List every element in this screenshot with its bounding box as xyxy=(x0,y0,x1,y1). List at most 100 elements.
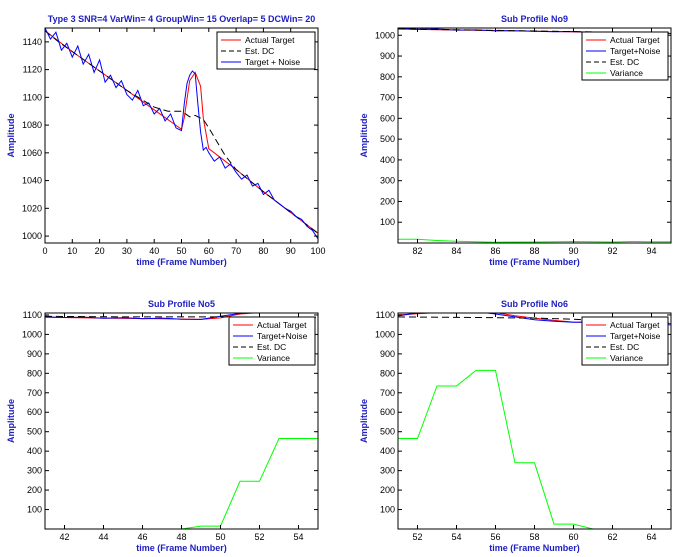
subplot-2: 82 84 86 88 90 92 94 100 200 300 400 500 600 700 800 90… xyxy=(359,14,672,267)
y-tick-label: 900 xyxy=(27,349,42,359)
x-tick-label: 84 xyxy=(451,246,461,256)
y-axis-label: Amplitude xyxy=(6,114,16,158)
x-tick-label: 58 xyxy=(529,532,539,542)
series-line-actual-target xyxy=(45,313,262,320)
y-tick-label: 900 xyxy=(380,349,395,359)
x-axis-label: time (Frame Number) xyxy=(136,257,227,267)
x-tick-label: 60 xyxy=(568,532,578,542)
y-tick-label: 200 xyxy=(380,485,395,495)
x-tick-label: 10 xyxy=(67,246,77,256)
x-tick-label: 88 xyxy=(529,246,539,256)
x-tick-label: 40 xyxy=(149,246,159,256)
x-tick-label: 52 xyxy=(412,532,422,542)
y-tick-label: 300 xyxy=(380,176,395,186)
chart-title: Sub Profile No5 xyxy=(148,299,215,309)
x-tick-label: 44 xyxy=(98,532,108,542)
legend-label: Actual Target xyxy=(245,35,295,45)
y-tick-label: 200 xyxy=(380,196,395,206)
x-tick-label: 56 xyxy=(490,532,500,542)
x-tick-label: 50 xyxy=(176,246,186,256)
legend-label: Variance xyxy=(257,353,290,363)
x-tick-label: 30 xyxy=(122,246,132,256)
y-tick-label: 400 xyxy=(27,446,42,456)
x-tick-label: 0 xyxy=(42,246,47,256)
y-axis-label: Amplitude xyxy=(359,399,369,443)
chart-title: Sub Profile No6 xyxy=(501,299,568,309)
y-tick-label: 500 xyxy=(380,134,395,144)
x-tick-label: 92 xyxy=(607,246,617,256)
x-tick-label: 42 xyxy=(59,532,69,542)
y-tick-label: 1020 xyxy=(22,203,42,213)
y-tick-label: 900 xyxy=(380,51,395,61)
x-axis-label: time (Frame Number) xyxy=(136,543,227,553)
y-tick-label: 1000 xyxy=(22,329,42,339)
y-tick-label: 700 xyxy=(380,93,395,103)
x-tick-label: 70 xyxy=(231,246,241,256)
y-tick-label: 100 xyxy=(380,505,395,515)
subplot-3: 42 44 46 48 50 52 54 100 200 300 400 500 600 700 800 90… xyxy=(6,299,319,553)
y-tick-label: 1120 xyxy=(23,65,42,75)
y-tick-label: 1000 xyxy=(375,329,395,339)
y-tick-label: 800 xyxy=(27,368,42,378)
x-axis-label: time (Frame Number) xyxy=(489,543,580,553)
x-tick-label: 54 xyxy=(293,532,303,542)
y-tick-label: 400 xyxy=(380,155,395,165)
y-tick-label: 700 xyxy=(380,388,395,398)
legend-label: Actual Target xyxy=(610,35,660,45)
x-tick-label: 64 xyxy=(646,532,656,542)
x-tick-label: 20 xyxy=(95,246,105,256)
series-line-variance xyxy=(398,369,671,529)
y-tick-label: 1000 xyxy=(375,30,395,40)
y-tick-label: 1140 xyxy=(23,37,42,47)
legend-label: Variance xyxy=(610,68,643,78)
x-tick-label: 48 xyxy=(176,532,186,542)
y-tick-label: 800 xyxy=(380,72,395,82)
x-tick-label: 62 xyxy=(607,532,617,542)
y-tick-label: 1100 xyxy=(23,310,42,320)
legend-label: Variance xyxy=(610,353,643,363)
x-tick-label: 94 xyxy=(646,246,656,256)
x-tick-label: 54 xyxy=(451,532,461,542)
y-tick-label: 1040 xyxy=(22,176,42,186)
y-tick-label: 700 xyxy=(27,388,42,398)
x-tick-label: 82 xyxy=(412,246,422,256)
x-tick-label: 46 xyxy=(137,532,147,542)
series-line-target-noise xyxy=(45,313,258,320)
y-axis-label: Amplitude xyxy=(359,114,369,158)
legend-label: Target+Noise xyxy=(610,331,661,341)
subplot-1: 0 10 20 30 40 50 60 70 80 90 100100010201040106010… xyxy=(6,14,326,267)
y-tick-label: 800 xyxy=(380,368,395,378)
y-tick-label: 500 xyxy=(27,427,42,437)
legend-label: Target+Noise xyxy=(257,331,308,341)
y-tick-label: 100 xyxy=(380,217,395,227)
legend-label: Est. DC xyxy=(610,342,639,352)
subplot-4: 52 54 56 58 60 62 64 100 200 300 400 500 600 700 800 90… xyxy=(359,299,672,553)
legend-label: Est. DC xyxy=(245,46,274,56)
legend-label: Target+Noise xyxy=(610,46,661,56)
legend-label: Target + Noise xyxy=(245,57,300,67)
x-tick-label: 100 xyxy=(310,246,325,256)
chart-title: Sub Profile No9 xyxy=(501,14,568,24)
y-tick-label: 600 xyxy=(380,407,395,417)
series-line-target-noise xyxy=(45,28,318,240)
y-tick-label: 300 xyxy=(27,466,42,476)
legend-label: Actual Target xyxy=(257,320,307,330)
y-tick-label: 600 xyxy=(27,407,42,417)
y-tick-label: 400 xyxy=(380,446,395,456)
legend-label: Actual Target xyxy=(610,320,660,330)
y-axis-label: Amplitude xyxy=(6,399,16,443)
y-tick-label: 100 xyxy=(27,505,42,515)
y-tick-label: 500 xyxy=(380,427,395,437)
x-tick-label: 90 xyxy=(568,246,578,256)
x-tick-label: 90 xyxy=(286,246,296,256)
x-tick-label: 86 xyxy=(490,246,500,256)
x-axis-label: time (Frame Number) xyxy=(489,257,580,267)
chart-title: Type 3 SNR=4 VarWin= 4 GroupWin= 15 Over… xyxy=(48,14,315,24)
x-tick-label: 50 xyxy=(215,532,225,542)
y-tick-label: 1060 xyxy=(22,148,42,158)
y-tick-label: 1100 xyxy=(23,92,42,102)
